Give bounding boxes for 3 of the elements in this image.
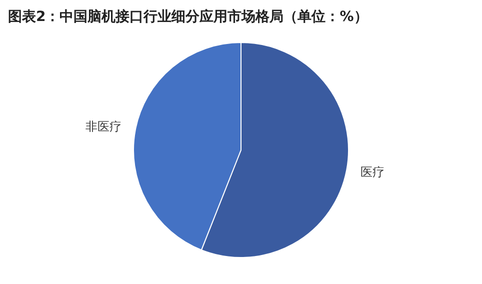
slice-label: 非医疗 (86, 119, 122, 134)
slice-label: 医疗 (360, 164, 384, 179)
chart-title: 图表2：中国脑机接口行业细分应用市场格局（单位：%） (8, 8, 369, 27)
